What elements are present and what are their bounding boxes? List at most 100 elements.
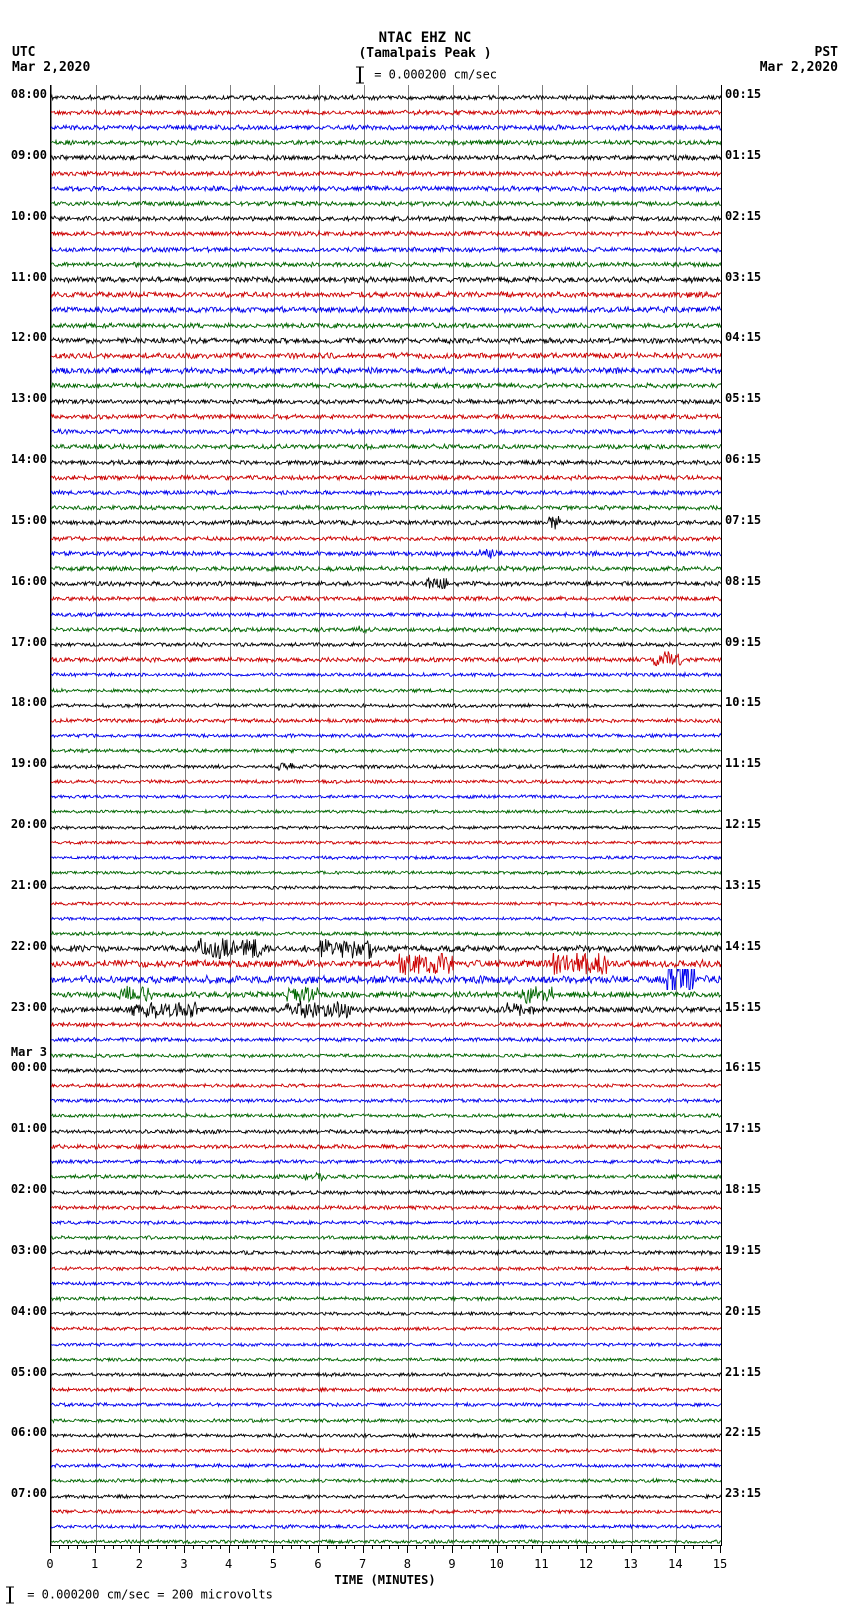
utc-time-label: 01:00 [11, 1121, 47, 1135]
x-tick-minor [568, 1545, 569, 1549]
timezone-left: UTC Mar 2,2020 [12, 45, 90, 75]
pst-time-label: 22:15 [725, 1425, 761, 1439]
pst-time-label: 05:15 [725, 391, 761, 405]
x-tick-label: 2 [136, 1557, 143, 1571]
utc-time-label: 03:00 [11, 1243, 47, 1257]
x-tick-minor [657, 1545, 658, 1549]
x-tick-minor [488, 1545, 489, 1549]
pst-time-label: 02:15 [725, 209, 761, 223]
seismogram-plot: 08:0009:0010:0011:0012:0013:0014:0015:00… [50, 85, 722, 1546]
x-tick-minor [175, 1545, 176, 1549]
x-tick-minor [291, 1545, 292, 1549]
footer-text: = 0.000200 cm/sec = 200 microvolts [27, 1588, 273, 1602]
utc-time-label: 16:00 [11, 574, 47, 588]
x-tick-minor [398, 1545, 399, 1549]
utc-time-label: 20:00 [11, 817, 47, 831]
x-tick [363, 1545, 364, 1553]
x-tick-label: 10 [489, 1557, 503, 1571]
x-tick-label: 11 [534, 1557, 548, 1571]
timezone-right: PST Mar 2,2020 [760, 45, 838, 75]
x-tick-minor [354, 1545, 355, 1549]
utc-time-label: 11:00 [11, 270, 47, 284]
footer-scale: = 0.000200 cm/sec = 200 microvolts [0, 1585, 273, 1605]
pst-time-label: 12:15 [725, 817, 761, 831]
x-tick-minor [264, 1545, 265, 1549]
x-tick-minor [238, 1545, 239, 1549]
x-tick [184, 1545, 185, 1553]
x-tick-minor [130, 1545, 131, 1549]
x-tick [273, 1545, 274, 1553]
utc-time-label: 22:00 [11, 939, 47, 953]
x-tick-label: 7 [359, 1557, 366, 1571]
x-tick-label: 5 [270, 1557, 277, 1571]
pst-time-label: 16:15 [725, 1060, 761, 1074]
x-tick-minor [202, 1545, 203, 1549]
amplitude-scale: = 0.000200 cm/sec [353, 65, 497, 85]
station-code: NTAC EHZ NC [0, 30, 850, 46]
tz-left-label: UTC [12, 45, 90, 60]
pst-time-label: 11:15 [725, 756, 761, 770]
x-tick [541, 1545, 542, 1553]
x-tick-label: 13 [623, 1557, 637, 1571]
x-tick-minor [461, 1545, 462, 1549]
x-tick-minor [77, 1545, 78, 1549]
utc-time-label: 18:00 [11, 695, 47, 709]
x-tick-minor [559, 1545, 560, 1549]
utc-time-label: 13:00 [11, 391, 47, 405]
x-tick-minor [684, 1545, 685, 1549]
x-tick-minor [693, 1545, 694, 1549]
x-tick-minor [389, 1545, 390, 1549]
pst-time-label: 03:15 [725, 270, 761, 284]
pst-time-label: 09:15 [725, 635, 761, 649]
x-tick-label: 8 [404, 1557, 411, 1571]
x-tick-minor [255, 1545, 256, 1549]
x-tick-minor [300, 1545, 301, 1549]
x-tick [675, 1545, 676, 1553]
x-tick-label: 14 [668, 1557, 682, 1571]
pst-time-label: 15:15 [725, 1000, 761, 1014]
x-tick-minor [247, 1545, 248, 1549]
pst-time-label: 08:15 [725, 574, 761, 588]
pst-time-label: 01:15 [725, 148, 761, 162]
gridline [721, 85, 722, 1545]
x-tick [139, 1545, 140, 1553]
x-tick-minor [622, 1545, 623, 1549]
x-tick-label: 3 [180, 1557, 187, 1571]
x-tick-minor [166, 1545, 167, 1549]
utc-time-label: 21:00 [11, 878, 47, 892]
utc-time-label: 15:00 [11, 513, 47, 527]
x-tick-minor [523, 1545, 524, 1549]
pst-time-label: 23:15 [725, 1486, 761, 1500]
tz-right-date: Mar 2,2020 [760, 60, 838, 75]
x-tick-minor [649, 1545, 650, 1549]
utc-time-label: 06:00 [11, 1425, 47, 1439]
pst-time-label: 17:15 [725, 1121, 761, 1135]
utc-time-label: 23:00 [11, 1000, 47, 1014]
x-tick-minor [640, 1545, 641, 1549]
x-tick [407, 1545, 408, 1553]
x-tick [631, 1545, 632, 1553]
utc-time-label: 07:00 [11, 1486, 47, 1500]
x-tick-label: 15 [713, 1557, 727, 1571]
x-tick-minor [148, 1545, 149, 1549]
x-tick-minor [702, 1545, 703, 1549]
x-tick-minor [425, 1545, 426, 1549]
x-tick-minor [470, 1545, 471, 1549]
x-tick-minor [59, 1545, 60, 1549]
x-tick-minor [711, 1545, 712, 1549]
x-tick-label: 0 [46, 1557, 53, 1571]
utc-time-label: 08:00 [11, 87, 47, 101]
x-tick [586, 1545, 587, 1553]
header: NTAC EHZ NC (Tamalpais Peak ) [0, 30, 850, 61]
x-tick-minor [121, 1545, 122, 1549]
utc-time-label: 09:00 [11, 148, 47, 162]
x-tick-minor [506, 1545, 507, 1549]
x-tick [50, 1545, 51, 1553]
x-tick-minor [434, 1545, 435, 1549]
seismogram-container: NTAC EHZ NC (Tamalpais Peak ) UTC Mar 2,… [0, 0, 850, 1613]
x-tick-label: 9 [448, 1557, 455, 1571]
x-tick-minor [86, 1545, 87, 1549]
x-tick-minor [532, 1545, 533, 1549]
utc-time-label: 02:00 [11, 1182, 47, 1196]
x-tick [318, 1545, 319, 1553]
